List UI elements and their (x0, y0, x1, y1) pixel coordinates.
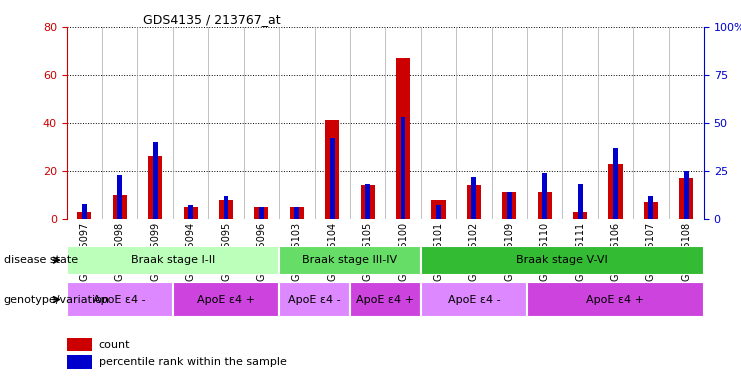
Bar (648, 196, 654, 219)
Bar (224, 196, 228, 219)
Bar (254, 207, 268, 219)
Bar (67, 246, 279, 275)
Bar (184, 207, 198, 219)
Bar (173, 282, 279, 317)
Bar (684, 171, 688, 219)
Bar (67, 355, 92, 369)
Bar (113, 195, 127, 219)
Bar (679, 178, 694, 219)
Text: ApoE ε4 -: ApoE ε4 - (93, 295, 146, 305)
Bar (436, 205, 441, 219)
Bar (67, 338, 92, 351)
Text: ApoE ε4 +: ApoE ε4 + (197, 295, 255, 305)
Text: ApoE ε4 +: ApoE ε4 + (586, 295, 645, 305)
Bar (350, 282, 421, 317)
Bar (330, 138, 335, 219)
Text: ApoE ε4 -: ApoE ε4 - (448, 295, 500, 305)
Text: Braak stage V-VI: Braak stage V-VI (516, 255, 608, 265)
Text: genotype/variation: genotype/variation (4, 295, 110, 305)
Text: disease state: disease state (4, 255, 78, 265)
Bar (573, 212, 587, 219)
Bar (401, 117, 405, 219)
Text: ApoE ε4 +: ApoE ε4 + (356, 295, 414, 305)
Bar (259, 207, 264, 219)
Bar (527, 282, 704, 317)
Bar (431, 200, 445, 219)
Bar (219, 200, 233, 219)
Bar (117, 175, 122, 219)
Bar (290, 207, 304, 219)
Bar (325, 121, 339, 219)
Bar (396, 58, 410, 219)
Bar (577, 184, 582, 219)
Bar (507, 192, 512, 219)
Bar (421, 282, 527, 317)
Text: count: count (99, 340, 130, 350)
Bar (77, 212, 91, 219)
Bar (365, 184, 370, 219)
Text: ApoE ε4 -: ApoE ε4 - (288, 295, 341, 305)
Bar (188, 205, 193, 219)
Text: Braak stage I-II: Braak stage I-II (130, 255, 215, 265)
Bar (361, 185, 375, 219)
Bar (502, 192, 516, 219)
Bar (279, 282, 350, 317)
Bar (471, 177, 476, 219)
Bar (467, 185, 481, 219)
Bar (613, 148, 618, 219)
Text: GDS4135 / 213767_at: GDS4135 / 213767_at (143, 13, 281, 26)
Bar (644, 202, 658, 219)
Bar (294, 207, 299, 219)
Text: Braak stage III-IV: Braak stage III-IV (302, 255, 397, 265)
Bar (67, 282, 173, 317)
Bar (279, 246, 421, 275)
Bar (153, 142, 158, 219)
Bar (148, 157, 162, 219)
Text: percentile rank within the sample: percentile rank within the sample (99, 357, 287, 367)
Bar (542, 173, 547, 219)
Bar (608, 164, 622, 219)
Bar (537, 192, 552, 219)
Bar (421, 246, 704, 275)
Bar (82, 204, 87, 219)
